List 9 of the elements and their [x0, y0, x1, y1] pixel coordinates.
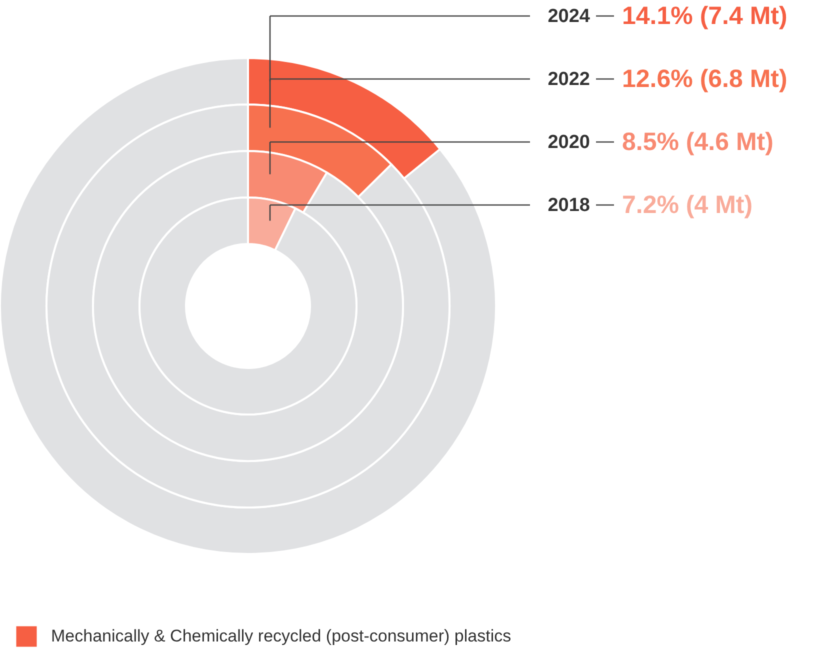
text: 8.5% (4.6 Mt): [622, 128, 774, 156]
slice-label: 2022: [548, 69, 590, 90]
text: 14.1% (7.4 Mt): [622, 2, 788, 30]
text: 7.2% (4 Mt): [622, 191, 753, 219]
slice-label: 2018: [548, 195, 590, 216]
slice-label: 2024: [548, 6, 590, 27]
legend-label: Mechanically & Chemically recycled (post-consumer) plastics: [51, 626, 512, 646]
text: 12.6% (6.8 Mt): [622, 65, 788, 93]
slice-label: 2020: [548, 132, 590, 153]
